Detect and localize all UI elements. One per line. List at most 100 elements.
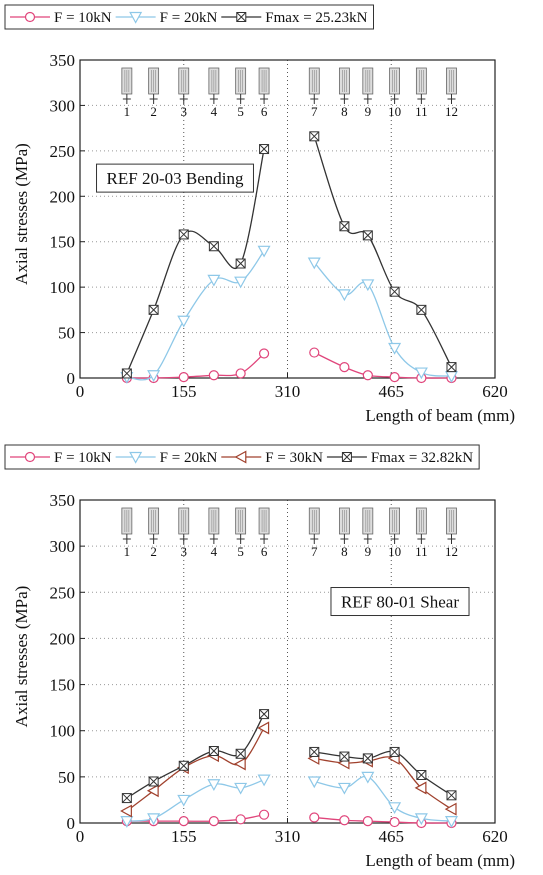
legend-label: F = 10kN: [54, 10, 112, 26]
marker-shape: [389, 816, 400, 828]
marker: [309, 347, 320, 358]
marker-shape: [120, 804, 132, 818]
marker: [414, 367, 428, 380]
gauge-icon: [308, 507, 320, 544]
legend-box: [4, 444, 480, 470]
gauge-label: 4: [211, 544, 218, 559]
gauge-icon: [389, 67, 400, 104]
gauge-icon: [308, 67, 320, 104]
marker: [120, 804, 132, 818]
marker-shape: [258, 809, 270, 820]
y-tick-label: 350: [50, 51, 76, 70]
marker-shape: [414, 781, 427, 795]
marker-shape: [24, 11, 36, 23]
y-tick-label: 50: [58, 768, 75, 787]
marker: [446, 362, 457, 373]
marker-shape: [337, 289, 351, 302]
gauge-icon: [208, 507, 220, 544]
series-line: [314, 756, 452, 810]
y-tick-label: 0: [67, 369, 76, 388]
marker-shape: [361, 771, 375, 784]
legend-label: Fmax = 32.82kN: [371, 450, 473, 466]
marker-shape: [233, 757, 246, 771]
marker: [388, 342, 402, 355]
marker-shape: [339, 221, 350, 232]
marker-shape: [337, 782, 351, 795]
marker-shape: [208, 370, 219, 381]
marker: [414, 813, 428, 826]
marker: [208, 816, 219, 827]
x-tick-label: 310: [275, 827, 301, 846]
series-line: [126, 148, 265, 374]
marker-shape: [209, 241, 219, 252]
marker-shape: [178, 229, 189, 240]
legend-label: F = 20kN: [160, 10, 218, 26]
gauge-label: 2: [150, 544, 157, 559]
gauge-icon: [446, 67, 457, 104]
y-tick-label: 150: [50, 676, 76, 695]
marker: [361, 771, 375, 784]
marker-shape: [234, 450, 247, 464]
marker: [177, 315, 191, 328]
marker: [341, 452, 352, 462]
marker-shape: [235, 748, 246, 759]
marker-shape: [362, 370, 373, 381]
gauge-icon: [208, 67, 220, 104]
marker: [414, 781, 427, 795]
marker-shape: [234, 276, 248, 289]
marker: [207, 779, 221, 791]
y-tick-label: 300: [50, 537, 76, 556]
marker: [178, 816, 189, 827]
gauge-label: 9: [365, 104, 372, 119]
gauge-label: 3: [181, 544, 188, 559]
marker-shape: [258, 348, 270, 359]
marker-shape: [362, 230, 373, 241]
gauge-label: 10: [388, 104, 401, 119]
legend-label: Fmax = 25.23kN: [265, 10, 367, 26]
marker: [234, 450, 247, 464]
marker-shape: [446, 790, 457, 801]
marker-shape: [148, 305, 159, 315]
marker-shape: [235, 368, 246, 379]
marker-shape: [178, 371, 189, 383]
marker: [234, 782, 248, 795]
marker-shape: [177, 794, 191, 807]
x-tick-label: 465: [379, 827, 405, 846]
marker: [129, 11, 143, 24]
marker: [120, 816, 134, 828]
marker: [121, 793, 132, 804]
gauge-label: 11: [415, 104, 428, 119]
marker: [389, 371, 400, 383]
marker-shape: [307, 776, 321, 789]
marker-shape: [389, 371, 400, 383]
marker: [339, 751, 350, 762]
marker-shape: [309, 347, 320, 358]
marker-shape: [309, 812, 320, 823]
marker-shape: [309, 747, 320, 757]
marker: [208, 370, 219, 381]
marker-shape: [362, 816, 373, 827]
gauge-icon: [338, 67, 350, 104]
series-line: [313, 262, 452, 377]
marker: [337, 289, 351, 302]
marker: [258, 809, 270, 820]
y-tick-label: 200: [50, 629, 76, 648]
marker-shape: [416, 305, 427, 315]
legend: F = 10kN F = 20kN Fmax = 25.23kN: [4, 4, 374, 30]
marker: [362, 370, 373, 381]
x-tick-label: 0: [76, 827, 85, 846]
marker: [361, 279, 375, 292]
gauge-label: 3: [181, 104, 188, 119]
marker-shape: [414, 813, 428, 826]
marker-shape: [257, 245, 271, 258]
gauge-icon: [415, 67, 427, 104]
marker-shape: [257, 721, 270, 735]
marker-shape: [388, 342, 402, 355]
marker-shape: [389, 747, 400, 757]
y-tick-label: 250: [50, 142, 76, 161]
annotation: REF 20-03 Bending: [107, 169, 244, 188]
marker: [339, 361, 350, 373]
x-tick-label: 0: [76, 382, 85, 401]
x-tick-label: 620: [482, 382, 508, 401]
